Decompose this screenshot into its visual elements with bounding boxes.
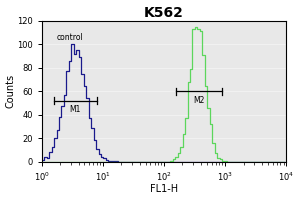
X-axis label: FL1-H: FL1-H (150, 184, 178, 194)
Text: control: control (57, 33, 84, 42)
Text: M1: M1 (70, 105, 81, 114)
Text: M2: M2 (194, 96, 205, 105)
Y-axis label: Counts: Counts (6, 74, 16, 108)
Title: K562: K562 (144, 6, 184, 20)
